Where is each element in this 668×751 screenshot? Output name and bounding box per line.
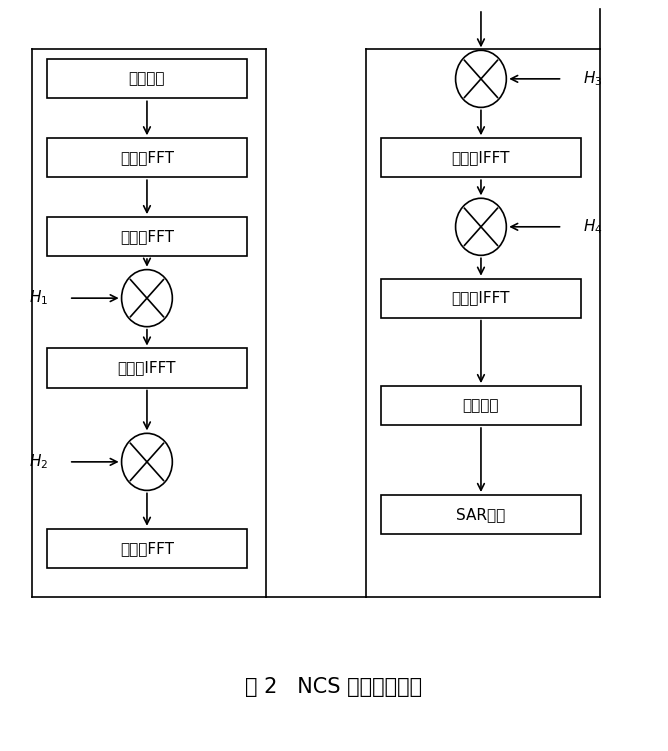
Bar <box>381 279 581 318</box>
Circle shape <box>122 270 172 327</box>
Bar <box>381 386 581 425</box>
Text: $H_3$: $H_3$ <box>583 70 602 88</box>
Text: 原始回波: 原始回波 <box>129 71 165 86</box>
Text: 图 2   NCS 算法流程框图: 图 2 NCS 算法流程框图 <box>245 677 423 697</box>
Bar <box>47 138 247 177</box>
Bar <box>47 529 247 568</box>
Bar <box>47 59 247 98</box>
Text: $H_1$: $H_1$ <box>29 289 48 307</box>
Bar <box>47 348 247 388</box>
Text: 距离向FFT: 距离向FFT <box>120 541 174 556</box>
Text: 距离向FFT: 距离向FFT <box>120 229 174 244</box>
Bar <box>381 495 581 534</box>
Circle shape <box>456 50 506 107</box>
Text: 几何校正: 几何校正 <box>463 398 499 413</box>
Bar <box>47 217 247 256</box>
Text: 距离向IFFT: 距离向IFFT <box>118 360 176 376</box>
Text: 方位向FFT: 方位向FFT <box>120 150 174 165</box>
Text: 方位向IFFT: 方位向IFFT <box>452 291 510 306</box>
Circle shape <box>122 433 172 490</box>
Text: SAR图像: SAR图像 <box>456 507 506 522</box>
Circle shape <box>456 198 506 255</box>
Text: 距离向IFFT: 距离向IFFT <box>452 150 510 165</box>
Text: $H_2$: $H_2$ <box>29 453 48 471</box>
Bar <box>381 138 581 177</box>
Text: $H_4$: $H_4$ <box>582 218 603 236</box>
